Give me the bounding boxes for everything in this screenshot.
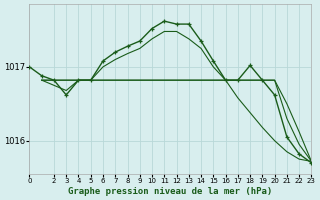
X-axis label: Graphe pression niveau de la mer (hPa): Graphe pression niveau de la mer (hPa) <box>68 187 273 196</box>
